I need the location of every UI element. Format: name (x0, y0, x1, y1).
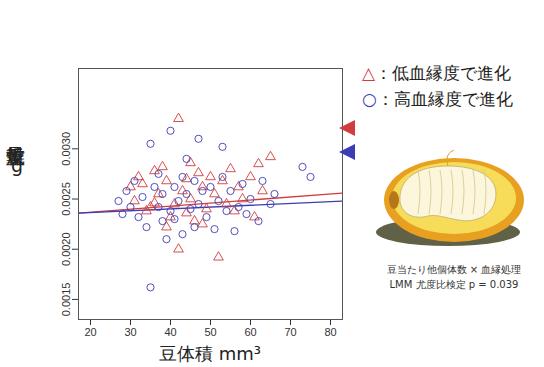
svg-text:0.0015: 0.0015 (60, 283, 72, 317)
svg-text:0.0020: 0.0020 (60, 232, 72, 266)
svg-text:50: 50 (204, 326, 216, 338)
html-text:LMM 尤度比検定 p = 0.039: LMM 尤度比検定 p = 0.039 (389, 279, 519, 290)
html-text:豆当たり他個体数 × 血縁処理: 豆当たり他個体数 × 血縁処理 (386, 264, 522, 275)
html-text:○：高血縁度で進化: ○：高血縁度で進化 (362, 89, 513, 109)
svg-text:40: 40 (164, 326, 176, 338)
svg-text:0.0025: 0.0025 (60, 182, 72, 216)
svg-text:30: 30 (124, 326, 136, 338)
svg-text:80: 80 (324, 326, 336, 338)
svg-text:0.0030: 0.0030 (60, 132, 72, 166)
svg-text:70: 70 (284, 326, 296, 338)
svg-text:20: 20 (84, 326, 96, 338)
html-text:乾燥重量 g: 乾燥重量 g (6, 132, 28, 176)
html-text:豆体積 mm³: 豆体積 mm³ (159, 343, 261, 364)
svg-text:60: 60 (244, 326, 256, 338)
html-text:△：低血縁度で進化: △：低血縁度で進化 (362, 63, 512, 83)
